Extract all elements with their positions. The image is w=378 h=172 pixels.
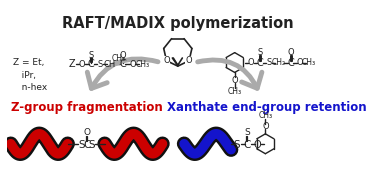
- Text: O: O: [253, 140, 261, 150]
- Text: O: O: [262, 122, 269, 131]
- Text: O: O: [186, 56, 192, 65]
- Text: S: S: [78, 140, 85, 150]
- Text: S: S: [257, 48, 263, 57]
- Text: Xanthate end-group retention: Xanthate end-group retention: [167, 101, 367, 114]
- Text: C: C: [88, 59, 94, 69]
- Text: S: S: [88, 51, 94, 60]
- Text: CH₃: CH₃: [258, 111, 273, 120]
- Text: CH₂: CH₂: [272, 58, 286, 67]
- Text: C: C: [257, 57, 263, 68]
- Text: CH₃: CH₃: [112, 54, 126, 63]
- Text: S: S: [266, 58, 272, 67]
- Text: RAFT/MADIX polymerization: RAFT/MADIX polymerization: [62, 16, 294, 31]
- Text: O: O: [163, 56, 170, 65]
- Text: S: S: [98, 60, 103, 69]
- Text: C: C: [83, 140, 90, 150]
- Text: O: O: [119, 51, 126, 60]
- Text: Z = Et,
   iPr,
   n-hex: Z = Et, iPr, n-hex: [12, 58, 47, 92]
- Text: O: O: [129, 60, 136, 69]
- Text: O: O: [287, 48, 294, 57]
- Text: CH₃: CH₃: [228, 87, 242, 96]
- Text: C: C: [244, 140, 251, 150]
- Text: CH: CH: [104, 60, 116, 69]
- Text: O: O: [83, 128, 90, 137]
- Text: Z: Z: [69, 59, 76, 69]
- Text: S: S: [233, 140, 240, 150]
- Text: Z-group fragmentation: Z-group fragmentation: [11, 101, 163, 114]
- Text: O: O: [296, 58, 303, 67]
- Text: C: C: [287, 57, 294, 68]
- Text: O: O: [248, 58, 254, 67]
- Text: S: S: [245, 128, 250, 137]
- Text: O: O: [79, 60, 85, 69]
- Text: CH₃: CH₃: [136, 60, 150, 69]
- Text: O: O: [231, 76, 238, 85]
- Text: C: C: [119, 59, 126, 69]
- Text: S: S: [89, 140, 95, 150]
- Text: CH₃: CH₃: [302, 58, 316, 67]
